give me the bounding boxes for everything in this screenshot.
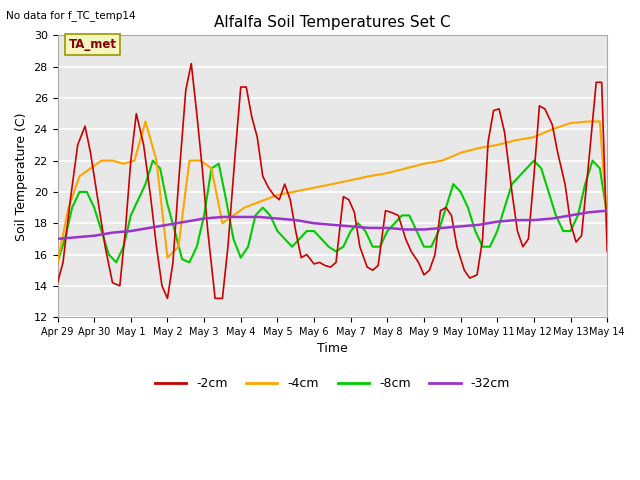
Title: Alfalfa Soil Temperatures Set C: Alfalfa Soil Temperatures Set C (214, 15, 451, 30)
X-axis label: Time: Time (317, 342, 348, 356)
Text: No data for f_TC_temp14: No data for f_TC_temp14 (6, 10, 136, 21)
Y-axis label: Soil Temperature (C): Soil Temperature (C) (15, 112, 28, 240)
Legend: -2cm, -4cm, -8cm, -32cm: -2cm, -4cm, -8cm, -32cm (150, 372, 515, 396)
Text: TA_met: TA_met (68, 38, 116, 51)
